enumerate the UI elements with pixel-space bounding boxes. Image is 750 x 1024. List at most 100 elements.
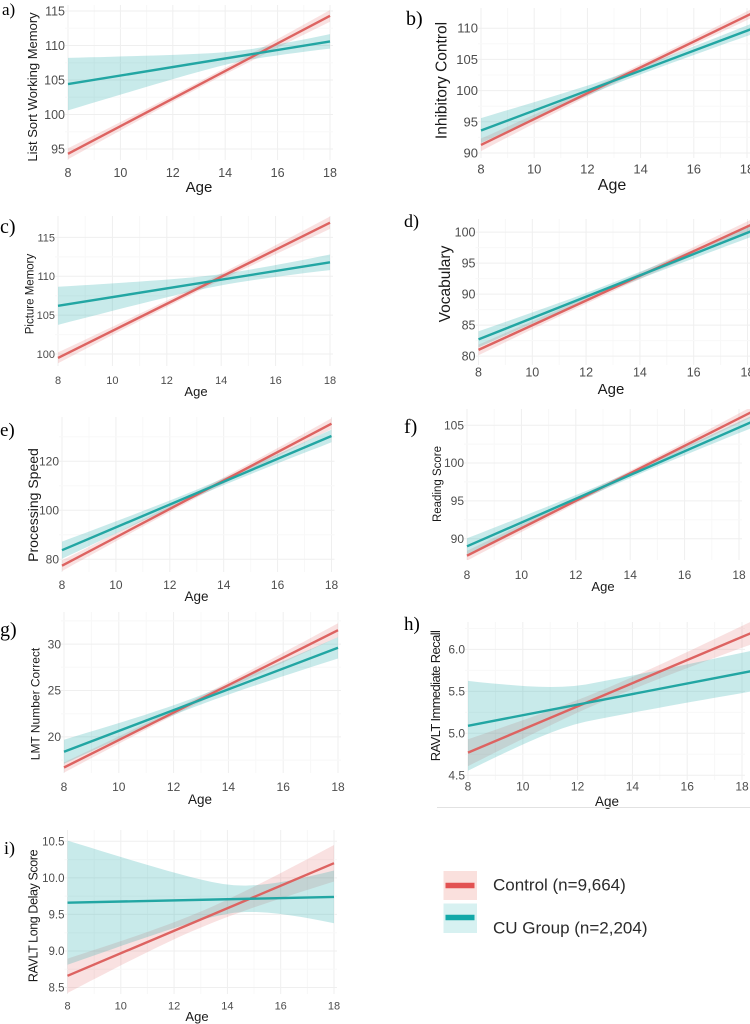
- svg-text:12: 12: [580, 162, 594, 177]
- svg-text:16: 16: [277, 780, 291, 794]
- svg-text:105: 105: [456, 52, 478, 67]
- svg-text:90: 90: [462, 288, 476, 302]
- svg-text:10: 10: [112, 780, 126, 794]
- svg-text:10: 10: [525, 365, 539, 379]
- svg-text:14: 14: [633, 162, 647, 177]
- svg-text:Age: Age: [595, 794, 619, 809]
- svg-text:c): c): [0, 216, 16, 238]
- svg-text:30: 30: [48, 637, 62, 651]
- svg-text:10: 10: [109, 578, 123, 592]
- svg-text:8: 8: [477, 162, 484, 177]
- svg-text:85: 85: [462, 319, 476, 333]
- svg-text:100: 100: [44, 108, 65, 122]
- svg-text:LMT Number Correct: LMT Number Correct: [29, 647, 43, 760]
- svg-text:14: 14: [218, 166, 232, 180]
- svg-text:10: 10: [527, 162, 541, 177]
- svg-text:14: 14: [215, 375, 227, 387]
- svg-text:18: 18: [325, 578, 339, 592]
- svg-text:8: 8: [55, 375, 61, 387]
- svg-text:5.0: 5.0: [448, 727, 465, 741]
- svg-text:8: 8: [59, 578, 66, 592]
- svg-text:115: 115: [37, 232, 55, 244]
- svg-text:16: 16: [687, 162, 701, 177]
- svg-text:8: 8: [65, 166, 72, 180]
- svg-text:110: 110: [37, 271, 55, 283]
- svg-text:g): g): [0, 619, 17, 641]
- svg-text:90: 90: [464, 146, 478, 161]
- svg-text:12: 12: [161, 375, 173, 387]
- svg-text:105: 105: [444, 418, 464, 432]
- svg-text:Age: Age: [598, 381, 625, 398]
- svg-text:h): h): [404, 614, 420, 635]
- svg-text:20: 20: [48, 730, 62, 744]
- svg-text:12: 12: [163, 578, 177, 592]
- svg-text:RAVLT Long Delay Score: RAVLT Long Delay Score: [27, 849, 41, 982]
- svg-text:Reading Score: Reading Score: [432, 446, 444, 522]
- svg-text:115: 115: [45, 4, 65, 18]
- svg-text:12: 12: [569, 568, 583, 582]
- svg-text:10.0: 10.0: [42, 873, 64, 885]
- svg-text:12: 12: [167, 780, 181, 794]
- svg-text:Control (n=9,664): Control (n=9,664): [493, 876, 626, 895]
- svg-text:10: 10: [106, 375, 118, 387]
- svg-text:Inhibitory Control: Inhibitory Control: [434, 22, 451, 139]
- svg-text:18: 18: [740, 162, 750, 177]
- svg-text:RAVLT Immediate Recall: RAVLT Immediate Recall: [428, 630, 443, 761]
- svg-text:Age: Age: [591, 579, 614, 594]
- svg-text:14: 14: [217, 578, 231, 592]
- svg-text:5.5: 5.5: [448, 685, 465, 699]
- svg-text:8: 8: [465, 780, 472, 794]
- svg-text:8.5: 8.5: [49, 983, 65, 995]
- svg-text:14: 14: [221, 1001, 233, 1013]
- svg-text:14: 14: [633, 365, 647, 379]
- svg-text:Age: Age: [184, 384, 207, 399]
- svg-text:b): b): [406, 8, 423, 30]
- svg-text:110: 110: [457, 21, 478, 36]
- svg-text:18: 18: [324, 375, 336, 387]
- svg-text:16: 16: [681, 780, 695, 794]
- svg-text:12: 12: [579, 365, 593, 379]
- svg-text:100: 100: [456, 83, 478, 98]
- svg-text:95: 95: [451, 494, 465, 508]
- svg-text:Age: Age: [188, 792, 212, 807]
- svg-text:Age: Age: [184, 589, 208, 604]
- svg-text:9.5: 9.5: [49, 909, 65, 921]
- svg-text:18: 18: [732, 568, 746, 582]
- svg-text:14: 14: [624, 568, 638, 582]
- svg-text:6.0: 6.0: [448, 643, 465, 657]
- svg-text:f): f): [404, 416, 417, 438]
- svg-text:10: 10: [113, 166, 127, 180]
- svg-text:Vocabulary: Vocabulary: [437, 245, 454, 322]
- svg-text:100: 100: [444, 456, 464, 470]
- svg-text:16: 16: [271, 166, 285, 180]
- svg-text:8: 8: [61, 780, 68, 794]
- svg-text:16: 16: [275, 1001, 287, 1013]
- svg-text:100: 100: [455, 226, 476, 240]
- svg-text:18: 18: [328, 1001, 340, 1013]
- svg-text:16: 16: [678, 568, 692, 582]
- svg-text:12: 12: [571, 780, 585, 794]
- svg-text:14: 14: [626, 780, 640, 794]
- svg-text:d): d): [404, 211, 419, 232]
- svg-text:10.5: 10.5: [42, 836, 64, 848]
- svg-text:e): e): [0, 420, 15, 441]
- svg-text:i): i): [4, 838, 15, 859]
- svg-text:10: 10: [516, 780, 530, 794]
- svg-text:100: 100: [39, 504, 59, 518]
- svg-text:80: 80: [462, 350, 476, 364]
- svg-text:8: 8: [64, 1001, 70, 1013]
- svg-text:16: 16: [271, 578, 285, 592]
- svg-text:95: 95: [464, 114, 478, 129]
- svg-text:16: 16: [687, 365, 701, 379]
- svg-text:14: 14: [222, 780, 236, 794]
- svg-text:10: 10: [515, 568, 529, 582]
- svg-text:95: 95: [462, 257, 476, 271]
- svg-text:List Sort Working Memory: List Sort Working Memory: [25, 12, 40, 162]
- svg-text:Picture Memory: Picture Memory: [25, 253, 37, 334]
- svg-text:18: 18: [741, 365, 750, 379]
- svg-text:18: 18: [331, 780, 345, 794]
- svg-text:90: 90: [451, 532, 465, 546]
- svg-text:Age: Age: [598, 177, 627, 194]
- svg-text:4.5: 4.5: [448, 769, 465, 783]
- svg-text:Processing Speed: Processing Speed: [25, 448, 41, 562]
